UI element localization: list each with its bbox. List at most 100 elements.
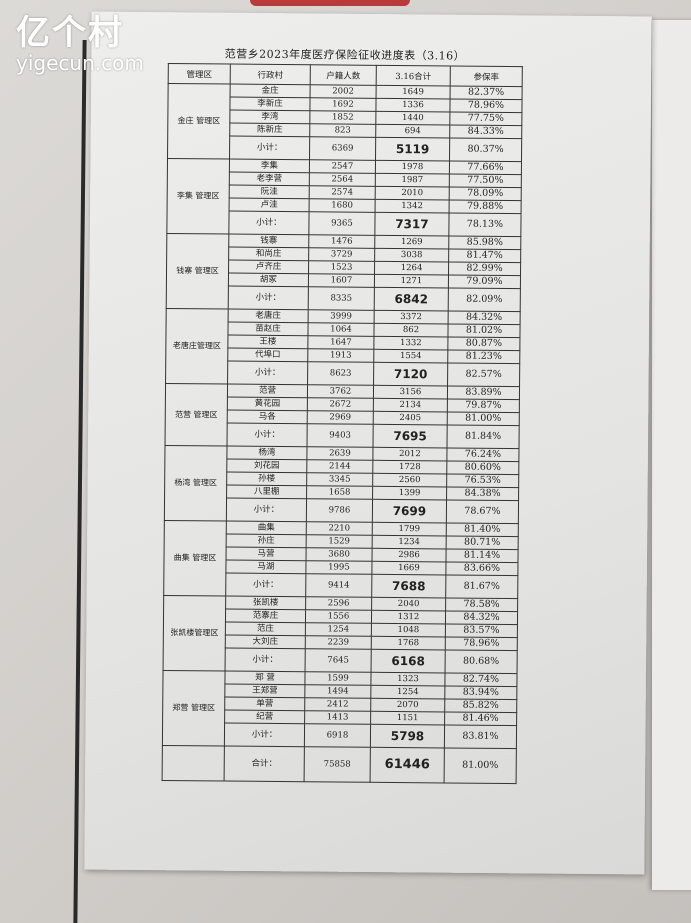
district-name: 李集 管理区 xyxy=(166,158,230,235)
enrollment-rate: 78.96% xyxy=(449,98,523,113)
village-name: 马湖 xyxy=(225,560,307,574)
households: 2412 xyxy=(304,697,371,712)
households: 1647 xyxy=(307,335,374,350)
table-row: 郑营 管理区郑 营 1599 1323 82.74% xyxy=(162,670,518,747)
enrollment-rate: 77.50% xyxy=(449,173,522,188)
subtotal-total: 5798 xyxy=(370,724,445,748)
enrollment-rate: 81.47% xyxy=(448,248,521,263)
enrollment-rate: 79.87% xyxy=(447,398,520,413)
header-rate: 参保率 xyxy=(450,65,523,87)
header-households: 户籍人数 xyxy=(310,64,377,86)
subtotal-rate: 80.37% xyxy=(449,137,522,162)
total-316: 862 xyxy=(373,323,449,337)
total-316: 1151 xyxy=(370,711,445,725)
village-name: 孙庄 xyxy=(226,534,307,548)
enrollment-rate: 81.02% xyxy=(447,323,521,338)
adjacent-paper xyxy=(652,20,691,890)
village-name: 和尚庄 xyxy=(228,247,309,261)
subtotal-rate: 82.57% xyxy=(447,362,520,387)
enrollment-rate: 84.38% xyxy=(446,486,519,501)
subtotal-households: 9403 xyxy=(306,423,374,448)
enrollment-rate: 77.66% xyxy=(449,160,522,175)
total-316: 1554 xyxy=(373,349,448,363)
enrollment-rate: 83.57% xyxy=(445,623,518,638)
village-name: 阮洼 xyxy=(229,185,310,199)
households: 1476 xyxy=(308,234,375,249)
village-name: 钱寨 xyxy=(228,234,309,248)
village-name: 大刘庄 xyxy=(225,635,306,649)
total-316: 1649 xyxy=(376,85,451,99)
total-316: 1440 xyxy=(375,111,450,125)
village-name: 范庄 xyxy=(225,622,306,636)
subtotal-total: 7317 xyxy=(374,212,450,236)
households: 1680 xyxy=(309,198,376,213)
table-row: 钱寨 管理区 钱寨 1476 1269 85.98% xyxy=(166,233,521,310)
enrollment-rate: 82.99% xyxy=(448,261,521,276)
total-316: 1399 xyxy=(372,486,447,500)
subtotal-total: 7699 xyxy=(372,499,447,523)
subtotal-label: 小计： xyxy=(224,723,305,747)
subtotal-rate: 80.68% xyxy=(445,649,518,674)
households: 3999 xyxy=(308,309,375,324)
subtotal-rate: 82.09% xyxy=(448,287,521,312)
table-row: 老唐庄管理区 老唐庄 3999 3372 84.32% xyxy=(165,308,521,385)
village-name: 马各 xyxy=(227,410,308,424)
total-316: 2986 xyxy=(372,548,447,562)
total-316: 1768 xyxy=(371,636,446,650)
households: 3680 xyxy=(306,547,373,562)
enrollment-rate: 84.32% xyxy=(445,610,518,625)
households: 2239 xyxy=(305,635,372,650)
subtotal-total: 5119 xyxy=(375,137,450,161)
enrollment-rate: 84.33% xyxy=(449,124,522,139)
village-name: 苗赵庄 xyxy=(227,322,309,336)
village-name: 李集 xyxy=(229,159,310,173)
subtotal-label: 小计： xyxy=(227,361,308,385)
village-name: 卢洼 xyxy=(229,198,310,212)
subtotal-households: 8623 xyxy=(307,361,374,386)
enrollment-rate: 77.75% xyxy=(449,111,522,126)
households: 3762 xyxy=(307,384,374,399)
subtotal-households: 6369 xyxy=(309,136,376,161)
village-name: 陈新庄 xyxy=(229,123,310,137)
households: 1494 xyxy=(304,684,371,699)
header-village: 行政村 xyxy=(230,64,311,85)
village-name: 老唐庄 xyxy=(228,309,309,323)
total-316: 1323 xyxy=(370,672,446,686)
total-316: 1254 xyxy=(370,685,445,699)
subtotal-label: 小计： xyxy=(227,423,308,447)
watermark-logo: 亿个村 yigecun.com xyxy=(16,14,144,74)
district-name: 老唐庄管理区 xyxy=(165,308,229,385)
households: 2547 xyxy=(309,159,376,174)
table-row: 张凯楼管理区 张凯楼 2596 2040 78.58% xyxy=(163,595,518,672)
total-316: 1271 xyxy=(374,274,449,288)
households: 3345 xyxy=(306,472,373,487)
households: 823 xyxy=(309,123,376,138)
total-316: 1269 xyxy=(374,235,449,249)
total-316: 1799 xyxy=(372,522,447,536)
enrollment-rate: 76.53% xyxy=(446,473,519,488)
village-name: 黄花园 xyxy=(227,397,308,411)
subtotal-households: 6918 xyxy=(304,723,371,748)
village-name: 李新庄 xyxy=(229,97,311,111)
total-316: 1234 xyxy=(372,535,447,549)
village-name: 代埠口 xyxy=(227,348,308,362)
village-name: 李湾 xyxy=(229,110,310,124)
total-316: 694 xyxy=(375,124,450,138)
enrollment-rate: 84.32% xyxy=(448,310,521,325)
enrollment-rate: 85.82% xyxy=(444,698,517,713)
district-name: 杨湾 管理区 xyxy=(164,445,228,522)
district-name: 曲集 管理区 xyxy=(163,520,227,597)
total-316: 2012 xyxy=(372,447,447,461)
header-district: 管理区 xyxy=(168,63,231,85)
households: 2144 xyxy=(306,459,373,474)
total-316: 1312 xyxy=(371,610,446,624)
village-name: 单营 xyxy=(224,697,305,711)
subtotal-label: 小计： xyxy=(228,286,309,310)
district-name: 金庄 管理区 xyxy=(167,83,231,160)
enrollment-rate: 81.23% xyxy=(447,349,520,364)
progress-table: 管理区 行政村 户籍人数 3.16合计 参保率 金庄 管理区 金庄 2002 1649… xyxy=(162,63,523,784)
village-name: 马营 xyxy=(226,547,307,561)
table-row: 范营 管理区 范营 3762 3156 83.89% xyxy=(165,383,520,447)
subtotal-total: 7695 xyxy=(372,424,448,448)
households: 3729 xyxy=(308,247,375,262)
